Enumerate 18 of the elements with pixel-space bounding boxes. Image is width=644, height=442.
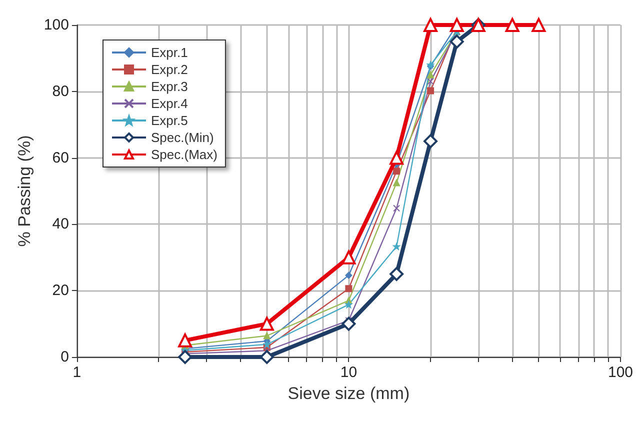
legend-label: Expr.1 — [151, 45, 188, 60]
y-tick-label: 0 — [60, 348, 69, 366]
y-axis-title: % Passing (%) — [15, 135, 34, 247]
y-tick-label: 100 — [44, 16, 69, 34]
legend-label: Expr.2 — [151, 62, 188, 77]
y-tick-label: 60 — [52, 149, 69, 166]
legend-label: Spec.(Max) — [151, 147, 218, 162]
legend-label: Expr.4 — [151, 96, 188, 111]
x-tick-label: 100 — [608, 364, 633, 381]
x-axis-title: Sieve size (mm) — [288, 384, 410, 403]
legend-label: Expr.5 — [151, 113, 188, 128]
legend-label: Expr.3 — [151, 79, 188, 94]
legend-label: Spec.(Min) — [151, 130, 214, 145]
x-tick-label: 10 — [340, 364, 358, 381]
y-tick-label: 20 — [52, 282, 69, 300]
x-tick-label: 1 — [72, 364, 82, 381]
y-tick-label: 80 — [52, 82, 69, 100]
y-tick-label: 40 — [52, 216, 69, 233]
